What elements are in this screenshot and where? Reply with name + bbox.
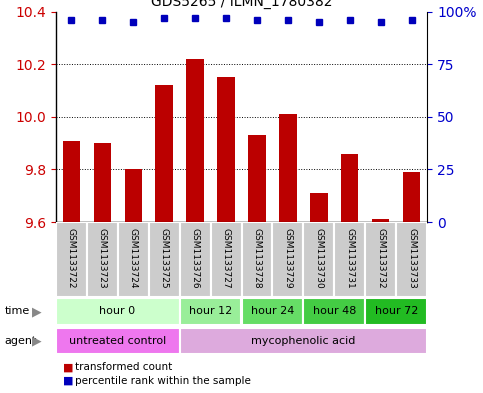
Text: GSM1133726: GSM1133726: [190, 228, 199, 288]
Bar: [125, 169, 142, 222]
Bar: [311, 193, 327, 222]
Text: transformed count: transformed count: [75, 362, 172, 372]
Text: mycophenolic acid: mycophenolic acid: [251, 336, 355, 346]
Text: GSM1133733: GSM1133733: [408, 228, 416, 289]
Text: GSM1133728: GSM1133728: [253, 228, 261, 288]
Bar: [56, 328, 180, 354]
Bar: [156, 85, 172, 222]
Text: ▶: ▶: [32, 305, 42, 318]
Bar: [303, 298, 366, 325]
Bar: [94, 143, 111, 222]
Text: GSM1133729: GSM1133729: [284, 228, 293, 288]
Bar: [117, 222, 149, 297]
Text: GSM1133725: GSM1133725: [159, 228, 169, 288]
Text: untreated control: untreated control: [69, 336, 166, 346]
Text: GSM1133724: GSM1133724: [128, 228, 138, 288]
Bar: [303, 222, 334, 297]
Bar: [272, 222, 303, 297]
Bar: [242, 298, 303, 325]
Text: ■: ■: [63, 362, 73, 372]
Bar: [242, 222, 272, 297]
Text: hour 12: hour 12: [189, 307, 232, 316]
Bar: [366, 222, 397, 297]
Bar: [217, 77, 235, 222]
Text: GSM1133727: GSM1133727: [222, 228, 230, 288]
Bar: [186, 59, 203, 222]
Text: GSM1133732: GSM1133732: [376, 228, 385, 288]
Bar: [341, 154, 358, 222]
Bar: [248, 135, 266, 222]
Bar: [180, 222, 211, 297]
Title: GDS5265 / ILMN_1780382: GDS5265 / ILMN_1780382: [151, 0, 332, 9]
Bar: [372, 219, 389, 222]
Bar: [403, 172, 421, 222]
Text: hour 24: hour 24: [251, 307, 294, 316]
Text: GSM1133722: GSM1133722: [67, 228, 75, 288]
Text: ▶: ▶: [32, 334, 42, 347]
Text: ■: ■: [63, 376, 73, 386]
Text: hour 48: hour 48: [313, 307, 356, 316]
Text: agent: agent: [5, 336, 37, 346]
Bar: [180, 298, 242, 325]
Bar: [56, 222, 86, 297]
Text: percentile rank within the sample: percentile rank within the sample: [75, 376, 251, 386]
Bar: [334, 222, 366, 297]
Text: hour 72: hour 72: [375, 307, 418, 316]
Text: GSM1133723: GSM1133723: [98, 228, 107, 288]
Bar: [280, 114, 297, 222]
Bar: [62, 141, 80, 222]
Bar: [86, 222, 117, 297]
Text: GSM1133731: GSM1133731: [345, 228, 355, 289]
Bar: [366, 298, 427, 325]
Bar: [397, 222, 427, 297]
Bar: [149, 222, 180, 297]
Text: hour 0: hour 0: [99, 307, 136, 316]
Bar: [56, 298, 180, 325]
Bar: [180, 328, 427, 354]
Text: time: time: [5, 307, 30, 316]
Text: GSM1133730: GSM1133730: [314, 228, 324, 289]
Bar: [211, 222, 242, 297]
